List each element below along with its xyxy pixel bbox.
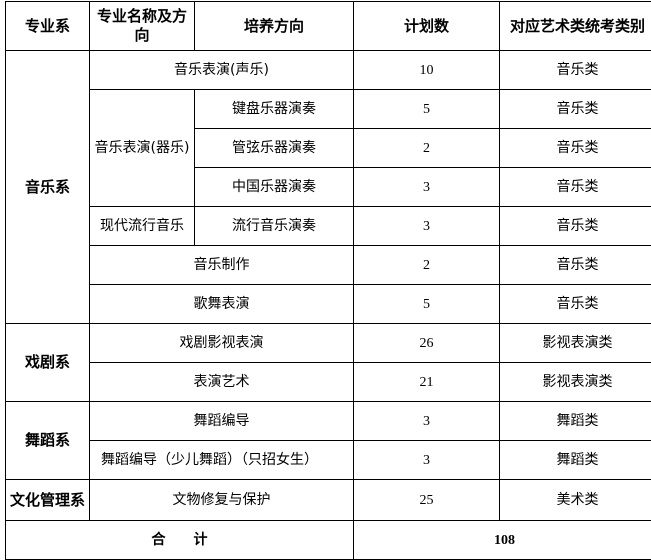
major-cell: 表演艺术 <box>90 363 354 402</box>
category-cell: 舞蹈类 <box>500 402 651 441</box>
count-cell: 21 <box>354 363 500 402</box>
count-cell: 25 <box>354 480 500 521</box>
direction-cell: 键盘乐器演奏 <box>195 90 354 129</box>
count-cell: 10 <box>354 51 500 90</box>
table-row: 表演艺术 21 影视表演类 <box>6 363 651 402</box>
category-cell: 音乐类 <box>500 168 651 207</box>
category-cell: 音乐类 <box>500 207 651 246</box>
count-cell: 5 <box>354 90 500 129</box>
table-row: 音乐系 音乐表演(声乐) 10 音乐类 <box>6 51 651 90</box>
table-row: 现代流行音乐 流行音乐演奏 3 音乐类 <box>6 207 651 246</box>
count-cell: 26 <box>354 324 500 363</box>
total-label: 合 计 <box>6 521 354 560</box>
header-count: 计划数 <box>354 2 500 51</box>
table-row: 文化管理系 文物修复与保护 25 美术类 <box>6 480 651 521</box>
count-cell: 3 <box>354 402 500 441</box>
category-cell: 音乐类 <box>500 51 651 90</box>
total-row: 合 计 108 <box>6 521 651 560</box>
count-cell: 2 <box>354 246 500 285</box>
count-cell: 3 <box>354 168 500 207</box>
major-cell: 舞蹈编导（少儿舞蹈）（只招女生） <box>90 441 354 480</box>
table-row: 舞蹈编导（少儿舞蹈）（只招女生） 3 舞蹈类 <box>6 441 651 480</box>
department-dance: 舞蹈系 <box>6 402 90 480</box>
direction-cell: 中国乐器演奏 <box>195 168 354 207</box>
major-cell: 歌舞表演 <box>90 285 354 324</box>
category-cell: 音乐类 <box>500 285 651 324</box>
major-cell: 戏剧影视表演 <box>90 324 354 363</box>
major-cell: 文物修复与保护 <box>90 480 354 521</box>
enrollment-plan-table: 专业系 专业名称及方向 培养方向 计划数 对应艺术类统考类别 音乐系 音乐表演(… <box>5 1 651 560</box>
header-category: 对应艺术类统考类别 <box>500 2 651 51</box>
direction-cell: 流行音乐演奏 <box>195 207 354 246</box>
table-row: 戏剧系 戏剧影视表演 26 影视表演类 <box>6 324 651 363</box>
department-music: 音乐系 <box>6 51 90 324</box>
department-culture: 文化管理系 <box>6 480 90 521</box>
category-cell: 舞蹈类 <box>500 441 651 480</box>
header-row: 专业系 专业名称及方向 培养方向 计划数 对应艺术类统考类别 <box>6 2 651 51</box>
category-cell: 音乐类 <box>500 129 651 168</box>
category-cell: 影视表演类 <box>500 363 651 402</box>
table-row: 歌舞表演 5 音乐类 <box>6 285 651 324</box>
count-cell: 2 <box>354 129 500 168</box>
count-cell: 3 <box>354 207 500 246</box>
category-cell: 音乐类 <box>500 246 651 285</box>
category-cell: 影视表演类 <box>500 324 651 363</box>
table-row: 音乐制作 2 音乐类 <box>6 246 651 285</box>
table-row: 音乐表演(器乐) 键盘乐器演奏 5 音乐类 <box>6 90 651 129</box>
major-cell: 音乐表演(声乐) <box>90 51 354 90</box>
table-row: 舞蹈系 舞蹈编导 3 舞蹈类 <box>6 402 651 441</box>
major-cell: 音乐制作 <box>90 246 354 285</box>
major-cell: 现代流行音乐 <box>90 207 195 246</box>
category-cell: 音乐类 <box>500 90 651 129</box>
major-cell: 舞蹈编导 <box>90 402 354 441</box>
count-cell: 5 <box>354 285 500 324</box>
department-drama: 戏剧系 <box>6 324 90 402</box>
header-major: 专业名称及方向 <box>90 2 195 51</box>
count-cell: 3 <box>354 441 500 480</box>
category-cell: 美术类 <box>500 480 651 521</box>
header-department: 专业系 <box>6 2 90 51</box>
major-cell: 音乐表演(器乐) <box>90 90 195 207</box>
direction-cell: 管弦乐器演奏 <box>195 129 354 168</box>
total-value: 108 <box>354 521 651 560</box>
header-direction: 培养方向 <box>195 2 354 51</box>
